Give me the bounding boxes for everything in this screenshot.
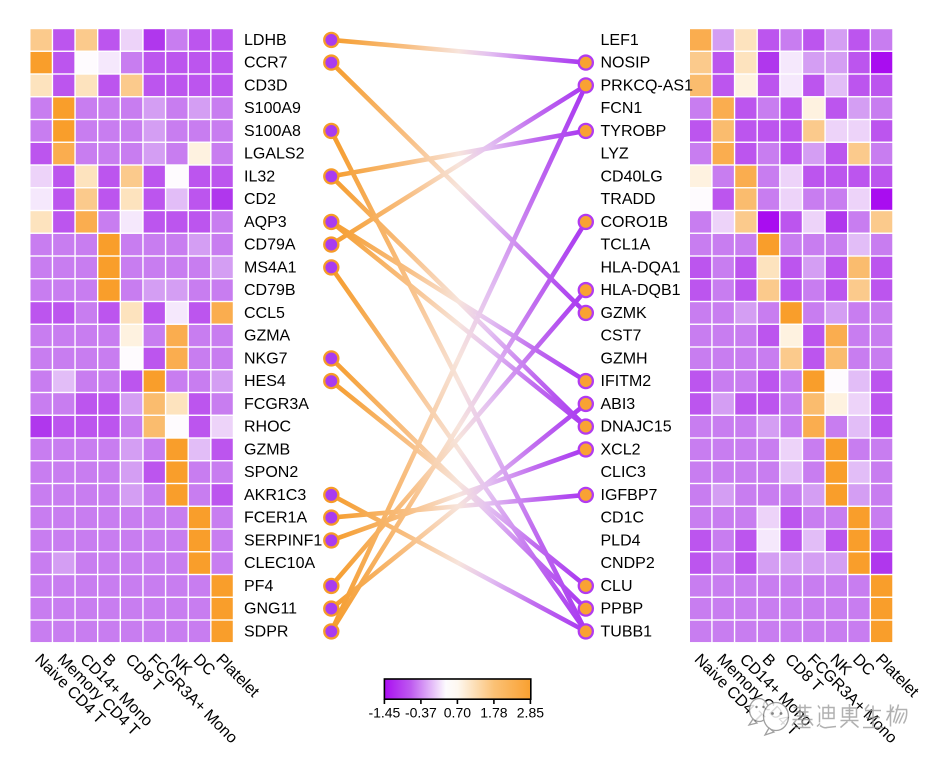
svg-text:DNAJC15: DNAJC15 [601,419,672,436]
svg-text:TCL1A: TCL1A [601,237,651,254]
svg-text:LDHB: LDHB [244,32,287,49]
svg-text:CLEC10A: CLEC10A [244,555,315,572]
svg-text:CCR7: CCR7 [244,55,288,72]
svg-text:RHOC: RHOC [244,419,291,436]
svg-text:S100A8: S100A8 [244,123,301,140]
svg-text:CORO1B: CORO1B [601,214,669,231]
svg-text:0.70: 0.70 [444,705,471,721]
svg-text:CD79B: CD79B [244,282,296,299]
svg-text:LGALS2: LGALS2 [244,146,305,163]
svg-text:AQP3: AQP3 [244,214,287,231]
svg-text:NOSIP: NOSIP [601,55,651,72]
svg-text:XCL2: XCL2 [601,441,641,458]
svg-text:CCL5: CCL5 [244,305,285,322]
svg-text:PPBP: PPBP [601,601,644,618]
svg-text:CD3D: CD3D [244,77,288,94]
svg-text:CST7: CST7 [601,328,642,345]
svg-text:HLA-DQB1: HLA-DQB1 [601,282,681,299]
svg-text:TRADD: TRADD [601,191,656,208]
svg-text:NKG7: NKG7 [244,350,288,367]
svg-text:LEF1: LEF1 [601,32,639,49]
svg-text:CLU: CLU [601,578,633,595]
svg-text:GZMK: GZMK [601,305,648,322]
svg-text:2.85: 2.85 [517,705,544,721]
svg-text:CD1C: CD1C [601,510,645,527]
svg-text:LYZ: LYZ [601,146,629,163]
svg-text:IFITM2: IFITM2 [601,373,652,390]
svg-text:1.78: 1.78 [480,705,507,721]
svg-text:SPON2: SPON2 [244,464,298,481]
svg-text:SDPR: SDPR [244,623,288,640]
svg-text:CNDP2: CNDP2 [601,555,655,572]
svg-text:CD40LG: CD40LG [601,168,663,185]
svg-text:GZMA: GZMA [244,328,291,345]
svg-text:TYROBP: TYROBP [601,123,667,140]
svg-text:HLA-DQA1: HLA-DQA1 [601,259,681,276]
svg-text:CD2: CD2 [244,191,276,208]
svg-text:HES4: HES4 [244,373,286,390]
svg-text:GZMB: GZMB [244,441,290,458]
svg-text:AKR1C3: AKR1C3 [244,487,306,504]
svg-text:PLD4: PLD4 [601,532,641,549]
svg-text:-0.37: -0.37 [405,705,437,721]
svg-text:CD79A: CD79A [244,237,296,254]
svg-text:FCGR3A: FCGR3A [244,396,309,413]
svg-text:IGFBP7: IGFBP7 [601,487,658,504]
svg-text:PRKCQ-AS1: PRKCQ-AS1 [601,77,694,94]
svg-text:IL32: IL32 [244,168,275,185]
svg-text:-1.45: -1.45 [368,705,400,721]
svg-text:GZMH: GZMH [601,350,648,367]
svg-text:FCN1: FCN1 [601,100,643,117]
svg-text:SERPINF1: SERPINF1 [244,532,322,549]
svg-text:ABI3: ABI3 [601,396,636,413]
svg-text:FCER1A: FCER1A [244,510,307,527]
svg-text:S100A9: S100A9 [244,100,301,117]
svg-text:GNG11: GNG11 [244,601,297,618]
svg-text:CLIC3: CLIC3 [601,464,646,481]
svg-text:TUBB1: TUBB1 [601,623,653,640]
svg-text:PF4: PF4 [244,578,273,595]
svg-text:MS4A1: MS4A1 [244,259,297,276]
